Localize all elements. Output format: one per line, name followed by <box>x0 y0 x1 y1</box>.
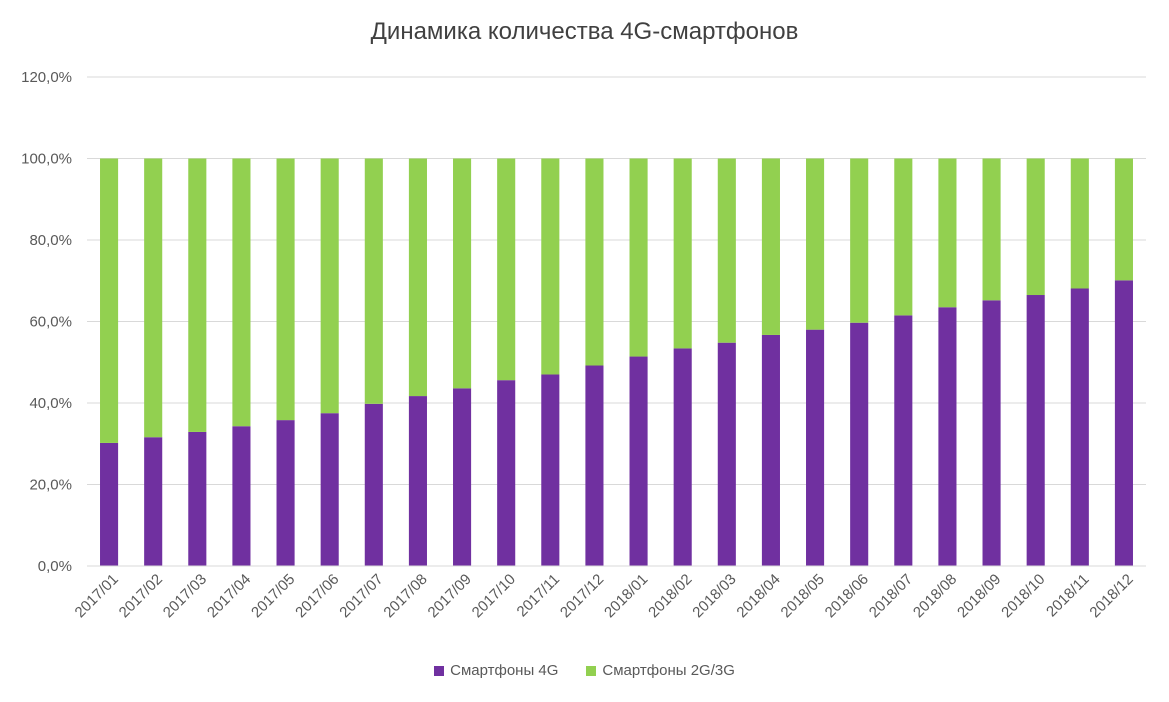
bar-segment-4g <box>541 374 560 566</box>
y-tick-label: 100,0% <box>21 151 72 168</box>
y-tick-label: 80,0% <box>29 232 72 249</box>
bar-segment-2g3g <box>982 158 1001 301</box>
bar-segment-2g3g <box>717 158 736 343</box>
bar-segment-4g <box>320 413 339 566</box>
bar-segment-2g3g <box>673 158 692 349</box>
bar-segment-4g <box>232 426 251 566</box>
bar-segment-2g3g <box>144 158 163 438</box>
bar-segment-4g <box>982 300 1001 566</box>
bar-segment-4g <box>717 342 736 566</box>
bar-segment-4g <box>761 334 780 566</box>
x-tick-label: 2018/06 <box>822 571 872 621</box>
x-tick-label: 2018/04 <box>733 571 783 621</box>
x-tick-label: 2017/09 <box>425 571 475 621</box>
bar-segment-4g <box>938 307 957 566</box>
y-tick-label: 40,0% <box>29 395 72 412</box>
legend-item-4g: Смартфоны 4G <box>434 662 558 679</box>
bar-segment-4g <box>1070 288 1089 566</box>
bar-segment-4g <box>850 322 869 566</box>
y-tick-label: 0,0% <box>38 558 72 575</box>
x-tick-label: 2018/05 <box>778 571 828 621</box>
x-tick-label: 2017/05 <box>248 571 298 621</box>
x-tick-label: 2018/09 <box>954 571 1004 621</box>
chart-legend: Смартфоны 4G Смартфоны 2G/3G <box>0 662 1169 679</box>
bar-segment-4g <box>497 380 516 566</box>
bar-segment-2g3g <box>1026 158 1045 296</box>
bar-segment-4g <box>364 403 383 566</box>
x-tick-label: 2017/10 <box>469 571 519 621</box>
bar-segment-4g <box>1026 295 1045 566</box>
bar-segment-4g <box>100 442 119 566</box>
x-tick-label: 2018/07 <box>866 571 916 621</box>
bar-segment-4g <box>453 388 472 566</box>
bar-segment-2g3g <box>1114 158 1133 281</box>
x-tick-label: 2018/11 <box>1043 571 1093 621</box>
y-tick-label: 60,0% <box>29 314 72 331</box>
bar-segment-2g3g <box>188 158 207 432</box>
bar-segment-2g3g <box>497 158 516 381</box>
x-tick-label: 2018/10 <box>998 571 1048 621</box>
x-tick-label: 2017/04 <box>204 571 254 621</box>
bar-segment-2g3g <box>276 158 295 421</box>
x-tick-label: 2017/06 <box>292 571 342 621</box>
bar-segment-2g3g <box>453 158 472 389</box>
legend-swatch-2g3g <box>586 665 597 676</box>
bar-segment-2g3g <box>1070 158 1089 289</box>
bar-segment-4g <box>806 329 825 566</box>
x-tick-label: 2018/08 <box>910 571 960 621</box>
x-tick-label: 2017/02 <box>116 571 166 621</box>
bar-segment-4g <box>144 437 163 566</box>
x-tick-label: 2017/12 <box>557 571 607 621</box>
bar-segment-4g <box>673 348 692 566</box>
bar-segment-2g3g <box>850 158 869 323</box>
x-tick-label: 2017/08 <box>380 571 430 621</box>
bar-segment-2g3g <box>232 158 251 427</box>
legend-label-2g3g: Смартфоны 2G/3G <box>602 662 735 679</box>
bar-segment-2g3g <box>100 158 119 443</box>
legend-swatch-4g <box>434 665 445 676</box>
bar-segment-2g3g <box>629 158 648 357</box>
bar-segment-4g <box>276 420 295 566</box>
bar-segment-4g <box>408 396 427 566</box>
bar-segment-4g <box>894 315 913 566</box>
bar-segment-2g3g <box>585 158 604 366</box>
bar-segment-2g3g <box>320 158 339 414</box>
x-tick-label: 2017/01 <box>72 571 122 621</box>
bar-segment-4g <box>188 431 207 566</box>
bar-segment-2g3g <box>806 158 825 330</box>
x-tick-label: 2018/12 <box>1086 571 1136 621</box>
bar-segment-4g <box>629 356 648 566</box>
bar-segment-2g3g <box>408 158 427 397</box>
bar-segment-2g3g <box>541 158 560 375</box>
x-tick-label: 2018/01 <box>601 571 651 621</box>
bar-segment-2g3g <box>894 158 913 316</box>
y-tick-label: 20,0% <box>29 477 72 494</box>
x-tick-label: 2018/03 <box>689 571 739 621</box>
bar-segment-2g3g <box>761 158 780 335</box>
bar-segment-4g <box>585 365 604 566</box>
bar-segment-4g <box>1114 280 1133 566</box>
x-tick-label: 2018/02 <box>645 571 695 621</box>
x-tick-label: 2017/03 <box>160 571 210 621</box>
bar-segment-2g3g <box>938 158 957 308</box>
legend-item-2g3g: Смартфоны 2G/3G <box>586 662 735 679</box>
x-tick-label: 2017/11 <box>514 571 564 621</box>
x-tick-label: 2017/07 <box>336 571 386 621</box>
bar-segment-2g3g <box>364 158 383 404</box>
y-tick-label: 120,0% <box>21 69 72 86</box>
chart-title: Динамика количества 4G-смартфонов <box>370 18 799 45</box>
legend-label-4g: Смартфоны 4G <box>450 662 559 679</box>
